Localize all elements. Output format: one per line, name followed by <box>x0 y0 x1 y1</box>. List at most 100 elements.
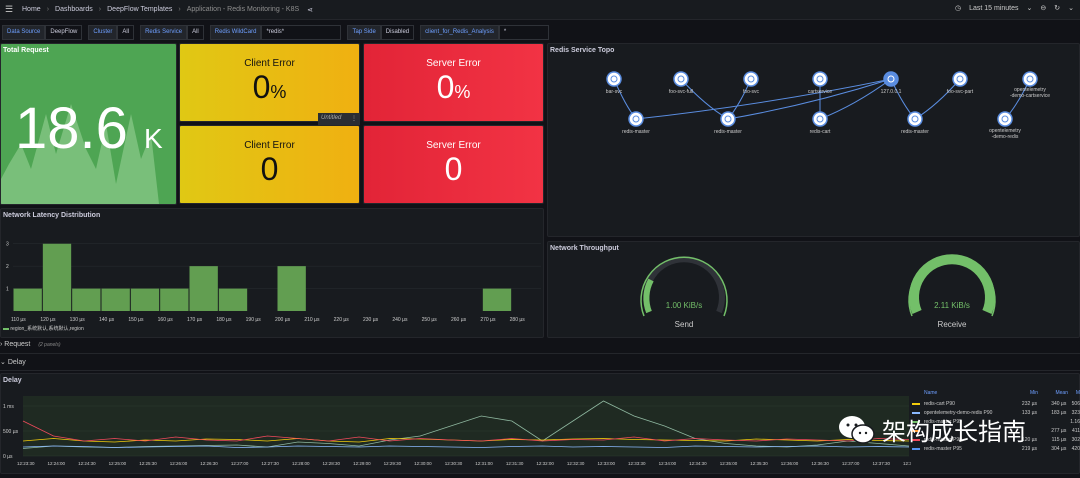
legend-col-min[interactable]: Min <box>1029 390 1038 396</box>
topo-node-label: redis-master <box>901 129 929 135</box>
send-label: Send <box>674 320 694 329</box>
x-tick-label: 12:25:30 <box>139 461 157 466</box>
legend-mean: 304 µs <box>1051 445 1067 452</box>
var-input-redis-wildcard[interactable]: *redis* <box>261 24 342 40</box>
chevron-down-icon[interactable]: ⌄ <box>1068 5 1074 12</box>
x-tick-label: 12:25:00 <box>109 461 127 466</box>
latency-panel: Network Latency Distribution 1 2 3 110 µs 12… <box>0 208 544 338</box>
more-icon[interactable]: ⋮ <box>351 116 357 122</box>
panel-title: Network Latency Distribution <box>3 212 101 219</box>
x-tick-label: 240 µs <box>392 317 408 323</box>
topo-node-label: bar-svc <box>606 89 623 95</box>
legend-row[interactable]: redis-master P95 1.16 <box>910 417 1080 426</box>
chevron-down-icon[interactable]: ⌄ <box>1026 5 1033 12</box>
legend-row[interactable]: redis-master P95 219 µs 304 µs 420 <box>910 444 1080 453</box>
x-tick-label: 12:27:00 <box>231 461 249 466</box>
var-select-redis-service[interactable]: All <box>187 24 204 40</box>
var-select-cluster[interactable]: All <box>117 24 135 40</box>
total-request-panel: Total Request 18.6 K <box>0 43 177 205</box>
share-icon[interactable]: ⋖ <box>307 6 314 14</box>
breadcrumb-home[interactable]: Home <box>22 6 41 13</box>
x-tick-label: 12:31:00 <box>475 461 493 466</box>
node-icon <box>1026 75 1034 83</box>
row-delay[interactable]: ⌄ Delay <box>0 358 1080 371</box>
latency-bar <box>189 266 218 311</box>
x-tick-label: 12:24:30 <box>78 461 96 466</box>
panel-title: Delay <box>3 377 22 384</box>
topo-edge <box>914 78 961 120</box>
node-icon <box>610 75 618 83</box>
x-tick-label: 160 µs <box>158 317 174 323</box>
legend-series-name: redis-cart P90 <box>923 400 955 407</box>
menu-icon[interactable]: ☰ <box>4 4 14 14</box>
legend-row[interactable]: redis-cart P90 232 µs 340 µs 506 <box>910 399 1080 408</box>
recv-label: Receive <box>937 320 967 329</box>
wechat-icon <box>839 415 875 444</box>
legend-min: 133 µs <box>1021 409 1038 416</box>
x-tick-label: 150 µs <box>128 317 144 323</box>
var-label-cluster: Cluster <box>88 24 118 40</box>
legend-mean: 277 µs <box>1051 427 1067 434</box>
topo-node-label: cartservice <box>808 89 832 95</box>
stat-unit: % <box>454 82 471 102</box>
legend-series-name: redis-master P95 <box>923 418 962 425</box>
untitled-panel-header[interactable]: Untitled ⋮ <box>318 113 360 125</box>
row-subtitle: (2 panels) <box>38 342 61 348</box>
time-range-picker[interactable]: Last 15 minutes <box>969 4 1019 12</box>
watermark-text: 架构成长指南 <box>882 419 1026 446</box>
legend-col-name[interactable]: Name <box>924 390 938 396</box>
latency-bar <box>13 288 42 311</box>
var-select-datasource[interactable]: DeepFlow <box>45 24 83 40</box>
x-tick-label: 250 µs <box>422 317 438 323</box>
legend-min: 120 µs <box>1021 436 1038 443</box>
x-tick-label: 12:31:30 <box>506 461 524 466</box>
x-tick-label: 280 µs <box>510 317 526 323</box>
legend-swatch <box>912 447 920 450</box>
breadcrumb-dashboard: Application - Redis Monitoring - K8S <box>186 6 300 13</box>
legend-max: 506 <box>1071 400 1080 407</box>
x-tick-label: 12:33:00 <box>597 461 615 466</box>
send-value: 1.00 KiB/s <box>665 301 703 310</box>
legend-max: 323 <box>1071 409 1080 416</box>
stat-label: Client Error <box>244 140 295 151</box>
breadcrumb-dashboards[interactable]: Dashboards <box>55 6 93 13</box>
legend-mean: 115 µs <box>1051 436 1067 443</box>
latency-bar <box>218 288 248 311</box>
legend-row[interactable]: redis-master P90 120 µs 115 µs 302 <box>910 435 1080 444</box>
var-select-tap-side[interactable]: Disabled <box>380 24 415 40</box>
legend-max: 420 <box>1071 445 1080 452</box>
x-tick-label: 12:38:00 <box>903 461 911 466</box>
total-value: 18.6 K <box>15 99 163 169</box>
x-tick-label: 12:36:30 <box>811 461 829 466</box>
x-tick-label: 220 µs <box>334 317 350 323</box>
legend-row[interactable]: opentelemetry-demo-redis P90 133 µs 183 µs… <box>910 408 1080 417</box>
gauges <box>640 254 996 317</box>
y-tick-label: 0 µs <box>3 454 13 460</box>
stat-label: Server Error <box>426 58 481 69</box>
stat-label: Client Error <box>244 58 295 69</box>
zoom-out-icon[interactable]: ⊖ <box>1040 5 1047 12</box>
total-number: 18.6 <box>15 96 128 161</box>
row-request[interactable]: › Request (2 panels) <box>0 341 1080 354</box>
x-tick-label: 12:28:30 <box>323 461 341 466</box>
delay-series-line <box>22 445 910 448</box>
total-unit: K <box>144 123 163 154</box>
x-tick-label: 12:34:30 <box>689 461 707 466</box>
topo-node <box>997 111 1013 127</box>
legend-min: 232 µs <box>1021 400 1038 407</box>
x-tick-label: 170 µs <box>187 317 203 323</box>
x-tick-label: 12:36:00 <box>781 461 799 466</box>
legend-row[interactable]: 277 µs 411 <box>910 426 1080 435</box>
legend-swatch <box>912 402 920 405</box>
legend-label: region_系统默认,系统默认,region <box>10 326 84 332</box>
topo-graph[interactable]: bar-svc foo-svc-full foo-svc cartservice 127… <box>548 44 1080 236</box>
topo-node <box>673 71 689 87</box>
breadcrumb-folder[interactable]: DeepFlow Templates <box>107 6 173 13</box>
latency-legend[interactable]: region_系统默认,系统默认,region <box>3 325 84 332</box>
x-tick-label: 12:26:30 <box>200 461 218 466</box>
topo-node-label: -demo-cartservice <box>1010 93 1050 99</box>
legend-col-max[interactable]: M <box>1075 390 1080 396</box>
refresh-icon[interactable]: ↻ <box>1054 5 1061 12</box>
var-input-client[interactable]: * <box>498 24 549 40</box>
legend-col-mean[interactable]: Mean <box>1055 390 1068 396</box>
